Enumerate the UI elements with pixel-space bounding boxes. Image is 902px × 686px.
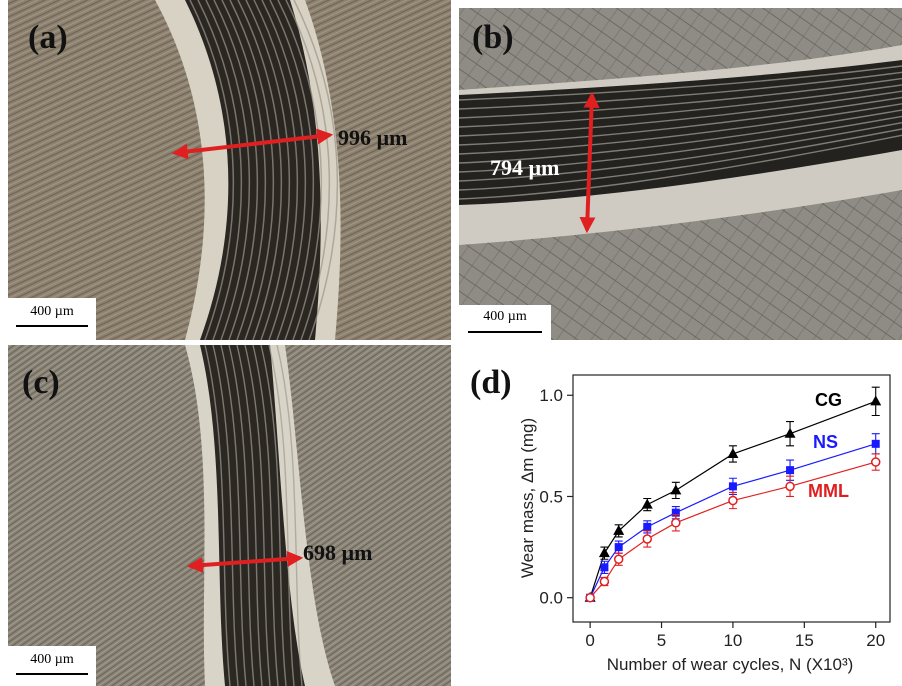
micrograph-c: (c) 698 µm 400 µm bbox=[8, 345, 451, 686]
page: {"panels": [ {"label": "(a)", "measureme… bbox=[0, 0, 902, 686]
marker bbox=[670, 484, 681, 494]
marker bbox=[643, 523, 651, 531]
measurement: 698 µm bbox=[303, 540, 373, 565]
chart: (d) Number of wear cycles, N (X10³) Wear… bbox=[470, 364, 890, 674]
marker bbox=[643, 535, 651, 543]
measurement: 794 µm bbox=[490, 155, 560, 180]
marker bbox=[786, 482, 794, 490]
marker bbox=[729, 482, 737, 490]
marker bbox=[729, 497, 737, 505]
series-line bbox=[590, 444, 876, 598]
marker bbox=[615, 555, 623, 563]
y-tick-label: 0.5 bbox=[539, 487, 563, 506]
marker bbox=[870, 395, 881, 405]
marker bbox=[599, 547, 610, 557]
x-tick-label: 10 bbox=[723, 631, 742, 650]
micrograph-a: (a) 996 µm 400 µm bbox=[8, 0, 451, 340]
series-label: MML bbox=[808, 481, 849, 501]
x-axis-label: Number of wear cycles, N (X10³) bbox=[607, 655, 854, 674]
panel-label: (b) bbox=[472, 19, 514, 56]
marker bbox=[615, 543, 623, 551]
marker bbox=[672, 519, 680, 527]
scale-bar-label: 400 µm bbox=[30, 304, 74, 319]
marker bbox=[872, 458, 880, 466]
marker bbox=[642, 499, 653, 509]
scale-bar-label: 400 µm bbox=[30, 652, 74, 667]
panel-label: (d) bbox=[470, 364, 512, 401]
marker bbox=[786, 466, 794, 474]
marker bbox=[613, 525, 624, 535]
scale-bar-label: 400 µm bbox=[483, 309, 527, 324]
marker bbox=[600, 563, 608, 571]
x-tick-label: 15 bbox=[795, 631, 814, 650]
y-tick-label: 1.0 bbox=[539, 386, 563, 405]
x-tick-label: 5 bbox=[657, 631, 666, 650]
series-label: NS bbox=[813, 432, 838, 452]
micrograph-b: (b) 794 µm 400 µm bbox=[459, 8, 902, 340]
marker bbox=[586, 594, 594, 602]
x-tick-label: 20 bbox=[866, 631, 885, 650]
marker bbox=[600, 578, 608, 586]
y-axis-label: Wear mass, Δm (mg) bbox=[518, 418, 537, 578]
x-tick-label: 0 bbox=[585, 631, 594, 650]
series-label: CG bbox=[815, 390, 842, 410]
figure: (a) 996 µm 400 µm (b) 794 µm 400 µm (c) … bbox=[0, 0, 902, 686]
measurement: 996 µm bbox=[338, 125, 408, 150]
marker bbox=[872, 440, 880, 448]
y-tick-label: 0.0 bbox=[539, 589, 563, 608]
panel-label: (a) bbox=[28, 19, 68, 56]
panel-label: (c) bbox=[22, 364, 60, 401]
